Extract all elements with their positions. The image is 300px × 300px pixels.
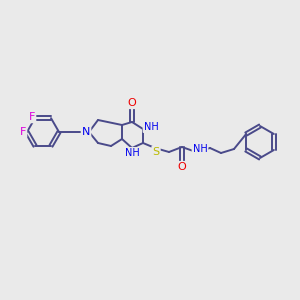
Text: O: O (128, 98, 136, 108)
Text: S: S (152, 147, 160, 157)
Text: N: N (82, 127, 90, 137)
Text: NH: NH (144, 122, 158, 132)
Text: O: O (178, 162, 186, 172)
Text: F: F (29, 112, 35, 122)
Text: F: F (20, 127, 26, 137)
Text: NH: NH (124, 148, 140, 158)
Text: NH: NH (193, 144, 207, 154)
